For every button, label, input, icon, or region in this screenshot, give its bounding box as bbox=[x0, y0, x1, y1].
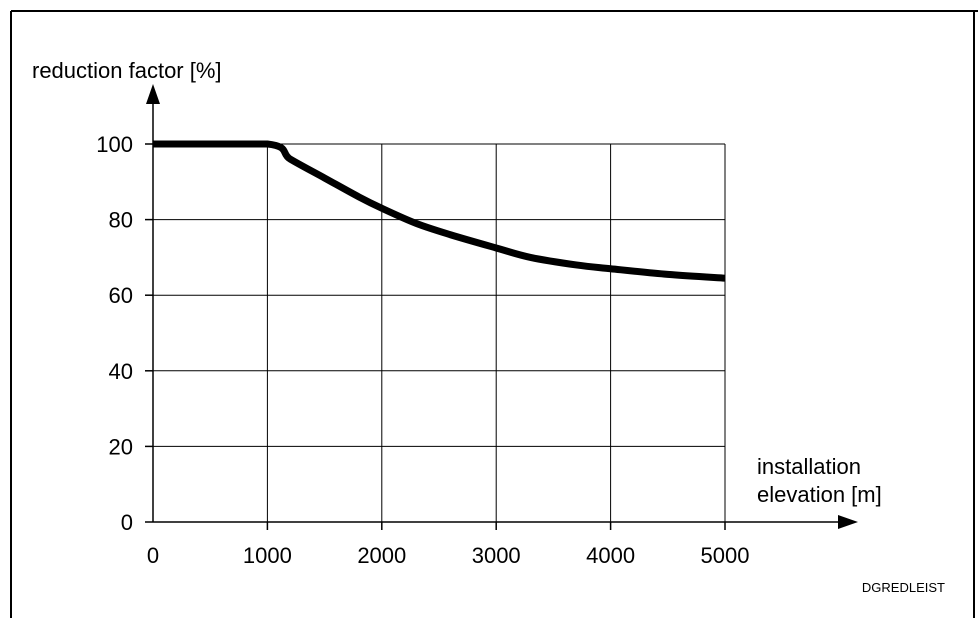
x-tick-label: 1000 bbox=[243, 543, 292, 568]
x-tick-label: 5000 bbox=[701, 543, 750, 568]
series-group bbox=[153, 140, 726, 282]
y-tick-label: 60 bbox=[109, 283, 133, 308]
y-tick-label: 80 bbox=[109, 208, 133, 233]
y-axis-title: reduction factor [%] bbox=[32, 58, 222, 83]
y-tick-label: 40 bbox=[109, 359, 133, 384]
axes bbox=[146, 84, 858, 529]
y-tick-label: 100 bbox=[96, 132, 133, 157]
x-tick-label: 0 bbox=[147, 543, 159, 568]
x-axis-title-line-1: installation bbox=[757, 454, 861, 479]
y-axis-arrow-icon bbox=[146, 84, 160, 104]
x-axis-title-line-2: elevation [m] bbox=[757, 482, 882, 507]
x-tick-label: 4000 bbox=[586, 543, 635, 568]
y-tick-label: 0 bbox=[121, 510, 133, 535]
y-tick-label: 20 bbox=[109, 434, 133, 459]
figure-code-label: DGREDLEIST bbox=[862, 580, 945, 595]
x-axis-arrow-icon bbox=[838, 515, 858, 529]
x-tick-label: 2000 bbox=[357, 543, 406, 568]
grid bbox=[145, 143, 726, 530]
series-line bbox=[153, 140, 726, 282]
x-tick-label: 3000 bbox=[472, 543, 521, 568]
